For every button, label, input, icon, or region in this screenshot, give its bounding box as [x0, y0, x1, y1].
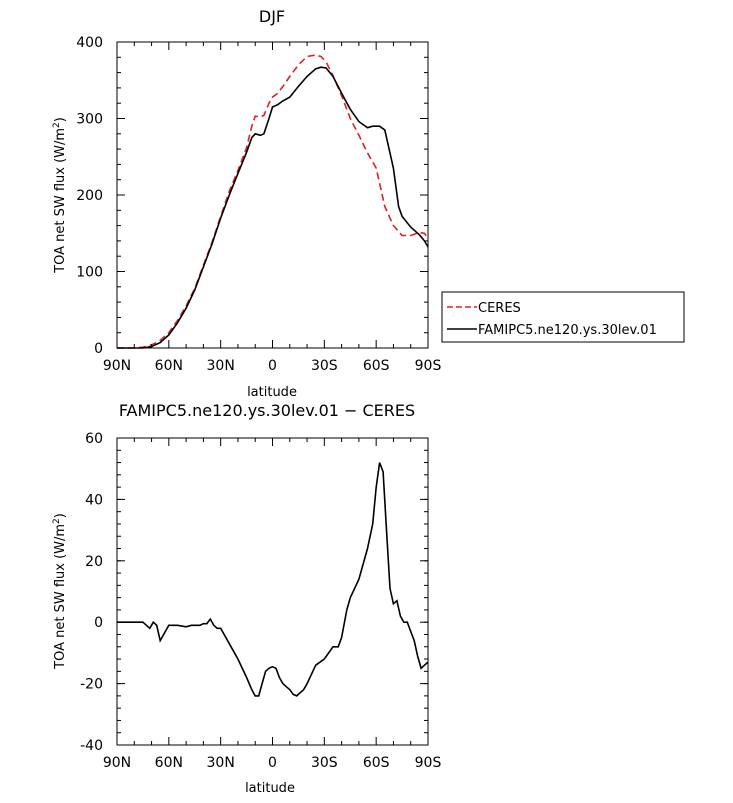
- y-tick-label: 20: [85, 554, 103, 570]
- bottom-plot-frame: [116, 437, 429, 746]
- legend: CERES FAMIPC5.ne120.ys.30lev.01: [441, 291, 685, 343]
- x-tick-label: 60N: [155, 755, 183, 771]
- top-y-axis-label: TOA net SW flux (W/m2): [52, 117, 68, 274]
- y-tick-label: -20: [80, 677, 103, 693]
- bottom-x-axis-label: latitude: [245, 781, 295, 796]
- bottom-axis-ticks: 90N 60N 30N 0 30S 60S 90S -40 -20 0 20 40 60: [80, 431, 441, 771]
- y-tick-label: 400: [76, 35, 103, 51]
- x-tick-label: 30S: [311, 358, 338, 374]
- x-tick-label: 0: [268, 755, 277, 771]
- bottom-y-axis-label: TOA net SW flux (W/m2): [52, 513, 68, 670]
- legend-label-ceres: CERES: [478, 301, 521, 316]
- x-tick-label: 60S: [363, 755, 390, 771]
- bottom-panel: FAMIPC5.ne120.ys.30lev.01 − CERES 90N 60N…: [52, 401, 441, 796]
- x-tick-label: 60N: [155, 358, 183, 374]
- x-tick-label: 0: [268, 358, 277, 374]
- top-panel: DJF 90N 60N 30N 0 30S 60S 90S 0 100 200 300 400 lat…: [52, 7, 441, 400]
- x-tick-label: 60S: [363, 358, 390, 374]
- y-tick-label: 40: [85, 492, 103, 508]
- top-axis-ticks: 90N 60N 30N 0 30S 60S 90S 0 100 200 300 400: [76, 35, 441, 374]
- y-tick-label: 60: [85, 431, 103, 447]
- series-line-0-1: [117, 66, 429, 349]
- x-tick-label: 90N: [103, 755, 131, 771]
- y-tick-label: 200: [76, 188, 103, 204]
- y-tick-label: 0: [94, 341, 103, 357]
- y-tick-label: 0: [94, 615, 103, 631]
- top-x-axis-label: latitude: [247, 385, 297, 400]
- x-tick-label: 30S: [311, 755, 338, 771]
- legend-box: [441, 291, 685, 343]
- series-line-0-0: [117, 54, 429, 349]
- bottom-series-layer: [117, 462, 429, 697]
- x-tick-label: 90N: [103, 358, 131, 374]
- x-tick-label: 30N: [207, 755, 235, 771]
- y-tick-label: -40: [80, 738, 103, 754]
- top-plot-frame: [116, 41, 429, 349]
- top-series-layer: [117, 54, 429, 349]
- bottom-chart-title: FAMIPC5.ne120.ys.30lev.01 − CERES: [119, 401, 415, 420]
- y-tick-label: 300: [76, 112, 103, 128]
- series-line-1-0: [117, 462, 429, 697]
- x-tick-label: 30N: [207, 358, 235, 374]
- top-chart-title: DJF: [259, 7, 285, 26]
- x-tick-label: 90S: [415, 358, 442, 374]
- legend-label-famipc5: FAMIPC5.ne120.ys.30lev.01: [478, 323, 657, 338]
- y-tick-label: 100: [76, 265, 103, 281]
- x-tick-label: 90S: [415, 755, 442, 771]
